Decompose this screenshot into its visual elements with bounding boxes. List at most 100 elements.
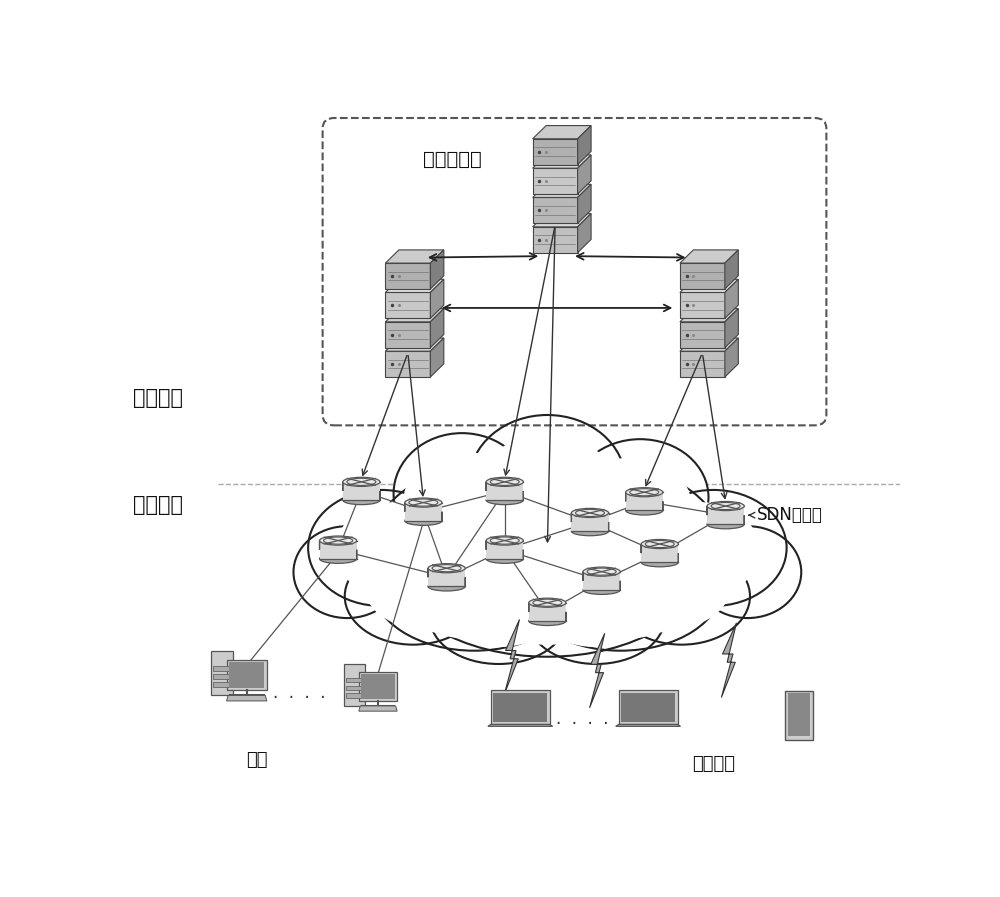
Polygon shape <box>346 686 363 690</box>
Polygon shape <box>621 692 675 722</box>
Ellipse shape <box>320 554 357 563</box>
Polygon shape <box>385 292 430 318</box>
Ellipse shape <box>518 469 723 626</box>
Polygon shape <box>725 309 738 348</box>
Text: 终端: 终端 <box>246 752 268 770</box>
Polygon shape <box>493 692 547 722</box>
Ellipse shape <box>518 518 723 650</box>
Polygon shape <box>320 541 357 559</box>
Polygon shape <box>529 603 566 621</box>
Polygon shape <box>680 338 738 352</box>
Polygon shape <box>533 126 591 139</box>
Ellipse shape <box>486 554 523 563</box>
Ellipse shape <box>430 572 567 664</box>
Polygon shape <box>619 691 678 725</box>
Polygon shape <box>725 338 738 377</box>
Polygon shape <box>533 197 578 223</box>
Polygon shape <box>578 155 591 194</box>
Polygon shape <box>430 338 444 377</box>
Ellipse shape <box>469 415 625 548</box>
Polygon shape <box>578 213 591 253</box>
Polygon shape <box>491 691 550 725</box>
Polygon shape <box>359 672 397 701</box>
Polygon shape <box>385 352 430 377</box>
Polygon shape <box>385 338 444 352</box>
Ellipse shape <box>401 475 694 645</box>
Polygon shape <box>346 678 363 683</box>
Ellipse shape <box>389 464 706 657</box>
Ellipse shape <box>403 451 521 553</box>
Polygon shape <box>788 693 810 736</box>
Ellipse shape <box>707 501 744 510</box>
Polygon shape <box>430 250 444 289</box>
Polygon shape <box>213 666 231 671</box>
Polygon shape <box>213 675 231 679</box>
Polygon shape <box>430 279 444 318</box>
Ellipse shape <box>571 527 609 536</box>
Polygon shape <box>725 250 738 289</box>
Text: 移动终端: 移动终端 <box>692 754 736 773</box>
Ellipse shape <box>438 570 560 647</box>
Polygon shape <box>680 309 738 322</box>
Polygon shape <box>533 155 591 168</box>
Ellipse shape <box>428 582 465 591</box>
Ellipse shape <box>613 548 750 645</box>
Polygon shape <box>680 322 725 348</box>
Ellipse shape <box>641 558 678 567</box>
Ellipse shape <box>386 480 572 621</box>
Ellipse shape <box>486 495 523 505</box>
Polygon shape <box>213 682 231 686</box>
Polygon shape <box>680 352 725 377</box>
Polygon shape <box>361 674 395 699</box>
Polygon shape <box>583 571 620 590</box>
Ellipse shape <box>364 544 486 629</box>
Polygon shape <box>385 250 444 263</box>
Ellipse shape <box>335 502 457 598</box>
Ellipse shape <box>343 477 380 486</box>
Polygon shape <box>578 126 591 165</box>
Polygon shape <box>680 292 725 318</box>
Polygon shape <box>641 544 678 562</box>
Polygon shape <box>590 633 605 708</box>
Ellipse shape <box>571 509 609 518</box>
Polygon shape <box>680 279 738 292</box>
Polygon shape <box>533 168 578 194</box>
Polygon shape <box>211 651 233 695</box>
Polygon shape <box>488 725 553 727</box>
Polygon shape <box>626 492 663 510</box>
Ellipse shape <box>394 433 530 554</box>
Text: 管理控制器: 管理控制器 <box>423 150 482 169</box>
Ellipse shape <box>523 480 708 621</box>
Polygon shape <box>227 695 267 701</box>
Ellipse shape <box>535 570 657 647</box>
Ellipse shape <box>626 488 663 497</box>
Polygon shape <box>533 213 591 227</box>
Ellipse shape <box>638 502 760 598</box>
Ellipse shape <box>694 527 801 618</box>
Polygon shape <box>486 482 523 501</box>
Polygon shape <box>385 309 444 322</box>
Polygon shape <box>533 139 578 165</box>
Ellipse shape <box>583 567 620 576</box>
Ellipse shape <box>608 544 730 629</box>
Ellipse shape <box>343 495 380 505</box>
Ellipse shape <box>308 490 455 606</box>
Ellipse shape <box>583 586 620 595</box>
Ellipse shape <box>345 548 481 645</box>
Polygon shape <box>359 706 397 711</box>
Ellipse shape <box>641 539 678 549</box>
Ellipse shape <box>405 498 442 507</box>
Ellipse shape <box>386 524 572 640</box>
Text: ·  ·  ·  ·  ·: · · · · · <box>556 715 624 733</box>
Polygon shape <box>227 659 267 690</box>
Polygon shape <box>430 309 444 348</box>
Polygon shape <box>533 227 578 253</box>
Ellipse shape <box>486 477 523 486</box>
Ellipse shape <box>372 518 577 650</box>
Polygon shape <box>616 725 681 727</box>
Polygon shape <box>680 263 725 289</box>
Polygon shape <box>385 279 444 292</box>
Text: 控制平面: 控制平面 <box>133 388 183 408</box>
Polygon shape <box>707 506 744 524</box>
Ellipse shape <box>293 527 401 618</box>
